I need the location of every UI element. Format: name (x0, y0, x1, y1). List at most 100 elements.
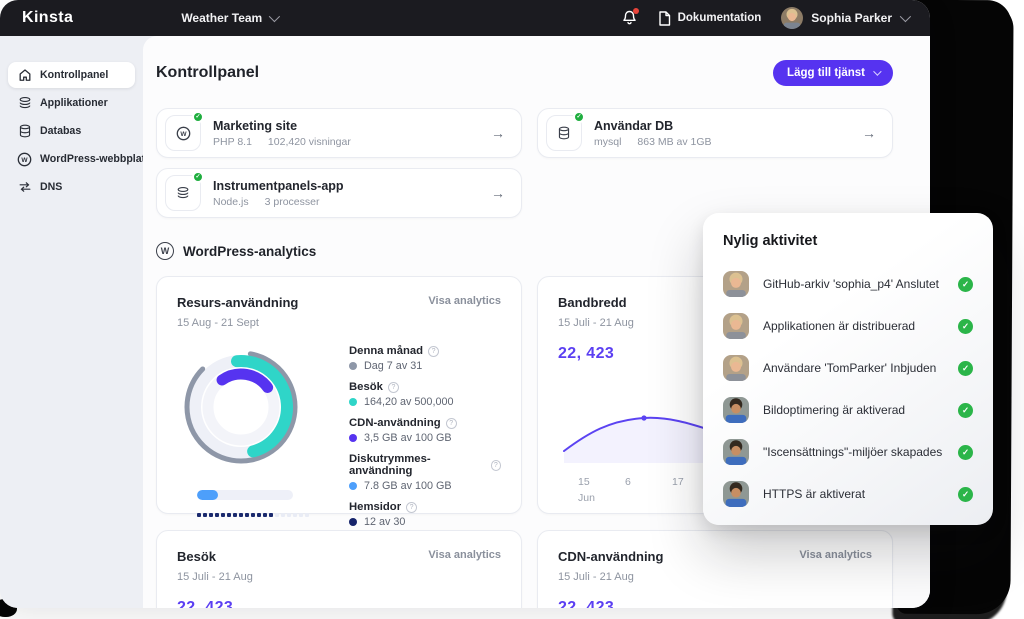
dot (239, 513, 243, 517)
analytics-section-title: WordPress-analytics (183, 243, 317, 259)
avatar (723, 439, 749, 465)
sidebar-item-applikationer[interactable]: Applikationer (8, 90, 135, 116)
card-title: Bandbredd (558, 295, 627, 310)
sidebar-item-kontrollpanel[interactable]: Kontrollpanel (8, 62, 135, 88)
dot (197, 513, 201, 517)
resource-legend: Denna månad? Dag 7 av 31 Besök? 164,20 av 5… (349, 343, 501, 537)
disk-progress-bar (197, 490, 293, 500)
sidebar-item-label: Databas (40, 125, 82, 137)
legend-dot (349, 434, 357, 442)
x-tick: 17 (672, 476, 684, 488)
service-name: Instrumentpanels-app (213, 178, 344, 193)
dot (269, 513, 273, 517)
activity-item: Applikationen är distribuerad ✓ (723, 305, 973, 347)
x-tick: 15 (578, 476, 590, 488)
svg-text:W: W (21, 156, 28, 163)
visa-analytics-link[interactable]: Visa analytics (799, 549, 872, 561)
dot (287, 513, 291, 517)
check-circle-icon: ✓ (958, 276, 973, 292)
service-card-marketing-site[interactable]: W ✓ Marketing site PHP 8.1 102,420 visningar… (156, 108, 522, 158)
card-title: CDN-användning (558, 549, 664, 564)
service-name: Användar DB (594, 118, 674, 133)
sidebar-item-label: Applikationer (40, 97, 108, 109)
card-title: Besök (177, 549, 217, 564)
chevron-down-icon (899, 10, 912, 23)
arrow-right-icon[interactable]: → (491, 125, 505, 141)
help-icon[interactable]: ? (406, 501, 418, 513)
sidebar-item-dns[interactable]: DNS (8, 174, 135, 200)
sidebar-item-label: DNS (40, 181, 63, 193)
legend-label: Hemsidor (349, 501, 402, 513)
legend-dot (349, 362, 357, 370)
service-card-instrumentpanels-app[interactable]: ✓ Instrumentpanels-app Node.js 3 processer → (156, 168, 522, 218)
sidebar: Kontrollpanel Applikationer Databas W WordPr… (0, 36, 161, 608)
sidebar-item-databas[interactable]: Databas (8, 118, 135, 144)
activity-text: Applikationen är distribuerad (763, 319, 916, 333)
legend-label: Denna månad (349, 345, 424, 357)
help-icon[interactable]: ? (445, 417, 457, 429)
help-icon[interactable]: ? (387, 381, 399, 393)
dot (209, 513, 213, 517)
legend-label: CDN-användning (349, 417, 441, 429)
document-icon (658, 10, 670, 26)
card-title: Resurs-användning (177, 295, 299, 310)
dot (281, 513, 285, 517)
documentation-link[interactable]: Dokumentation (658, 10, 762, 26)
documentation-label: Dokumentation (677, 12, 762, 24)
notifications-bell-icon[interactable] (622, 8, 639, 26)
service-card-anv-ndar-db[interactable]: ✓ Användar DB mysql 863 MB av 1GB → (537, 108, 893, 158)
legend-label: Diskutrymmes-användning (349, 453, 431, 477)
database-icon (17, 124, 32, 139)
help-icon[interactable]: ? (490, 459, 501, 471)
wordpress-icon: W (17, 152, 32, 167)
kinsta-logo: Kinsta (22, 9, 74, 26)
dot (227, 513, 231, 517)
add-service-button[interactable]: Lägg till tjänst (773, 60, 893, 86)
legend-value: 7.8 GB av 100 GB (364, 480, 452, 492)
arrow-right-icon[interactable]: → (491, 185, 505, 201)
page-title: Kontrollpanel (156, 64, 260, 81)
date-range: 15 Juli - 21 Aug (177, 571, 253, 583)
user-name: Sophia Parker (811, 11, 892, 25)
check-circle-icon: ✓ (958, 360, 973, 376)
legend-label: Besök (349, 381, 383, 393)
legend-dot (349, 398, 357, 406)
user-menu[interactable]: Sophia Parker (781, 7, 912, 29)
status-ok-icon: ✓ (192, 171, 204, 183)
activity-list: GitHub-arkiv 'sophia_p4' Anslutet ✓ Applik… (723, 263, 973, 515)
avatar (723, 355, 749, 381)
sidebar-item-wordpress-webbplatser[interactable]: W WordPress-webbplatser (8, 146, 161, 172)
visa-analytics-link[interactable]: Visa analytics (428, 549, 501, 561)
pages-dots-bar (197, 513, 327, 517)
service-meta-1: mysql (594, 135, 622, 148)
visa-analytics-link[interactable]: Visa analytics (428, 295, 501, 307)
team-name: Weather Team (181, 11, 263, 25)
svg-text:W: W (180, 130, 187, 137)
dot (257, 513, 261, 517)
database-icon: ✓ (546, 111, 585, 151)
check-circle-icon: ✓ (958, 444, 973, 460)
dot (275, 513, 279, 517)
avatar (723, 313, 749, 339)
activity-item: Bildoptimering är aktiverad ✓ (723, 389, 973, 431)
legend-item: Besök? 164,20 av 500,000 (349, 381, 501, 408)
help-icon[interactable]: ? (428, 345, 440, 357)
stack-icon: ✓ (165, 171, 204, 211)
wordpress-icon: W (156, 242, 174, 260)
status-ok-icon: ✓ (573, 111, 585, 123)
arrow-right-icon[interactable]: → (862, 125, 876, 141)
add-service-label: Lägg till tjänst (787, 67, 865, 79)
cdn-card: CDN-användning Visa analytics 15 Juli - … (537, 530, 893, 608)
dot (293, 513, 297, 517)
service-cards: W ✓ Marketing site PHP 8.1 102,420 visningar… (156, 108, 893, 218)
activity-text: Användare 'TomParker' Inbjuden (763, 361, 937, 375)
dot (215, 513, 219, 517)
date-range: 15 Juli - 21 Aug (558, 317, 634, 329)
team-switcher[interactable]: Weather Team (181, 10, 281, 25)
visits-card: Besök Visa analytics 15 Juli - 21 Aug 22… (156, 530, 522, 608)
service-meta-1: Node.js (213, 195, 249, 208)
activity-text: "Iscensättnings"-miljöer skapades (763, 445, 943, 459)
dot (245, 513, 249, 517)
disk-progress-fill (197, 490, 219, 500)
